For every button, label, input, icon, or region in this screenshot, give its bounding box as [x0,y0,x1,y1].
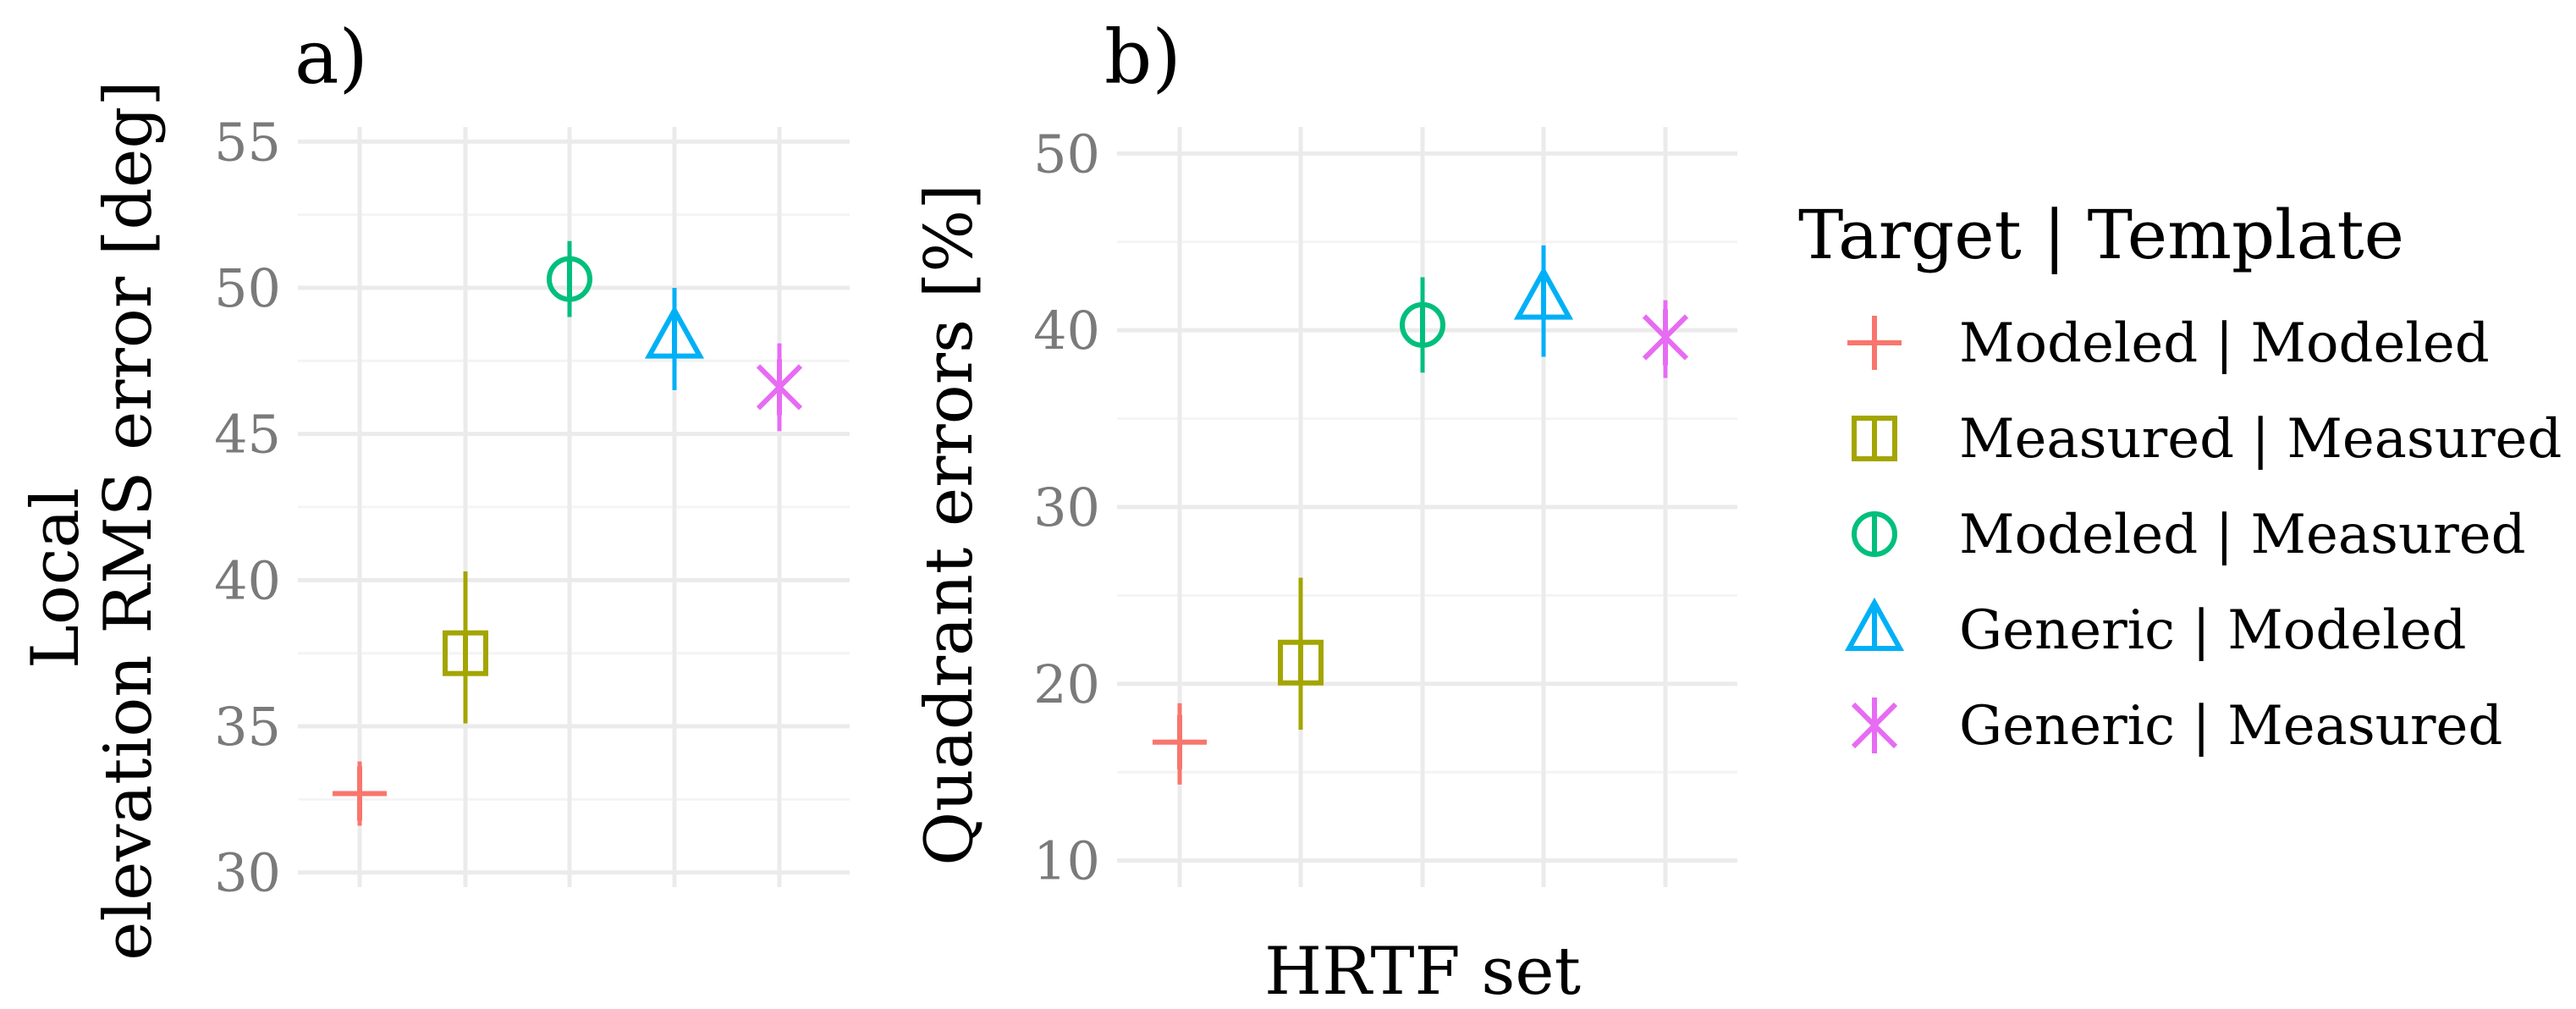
y-tick-label: 30 [1033,477,1100,538]
y-tick-label: 50 [1033,123,1100,185]
legend-key-icon [1851,697,1898,753]
panel-a-ylabel-line2: elevation RMS error [deg] [91,80,167,961]
legend-key-icon [1852,416,1897,461]
data-point [644,305,705,359]
panel-b: b) 10 20 30 40 50 Quadrant errors [%] HRTF s… [911,14,1737,1009]
legend-label: Generic | Measured [1959,695,2502,758]
panel-a-y-ticks: 30 35 40 45 50 55 [214,111,281,903]
data-point [1513,266,1574,320]
data-point [547,256,592,302]
data-point [1400,301,1445,348]
legend-title: Target | Template [1798,196,2404,274]
legend-label: Measured | Measured [1959,408,2562,471]
legend-label: Modeled | Modeled [1959,312,2490,375]
legend: Target | Template Modeled | Modeled Measu… [1798,196,2562,758]
panel-a-ylabel-line1: Local [18,488,94,669]
panel-b-label: b) [1104,14,1181,101]
y-tick-label: 20 [1033,653,1100,715]
legend-entries: Modeled | Modeled Measured | Measured Mode… [1844,312,2562,758]
data-point [443,630,488,676]
y-tick-label: 45 [214,404,281,466]
panel-a-points [333,256,803,821]
y-tick-label: 50 [214,257,281,319]
panel-b-y-ticks: 10 20 30 40 50 [1033,123,1100,891]
legend-key-icon [1844,597,1905,651]
panel-b-xlabel: HRTF set [1264,934,1581,1009]
panel-a-label: a) [294,14,368,101]
data-point [1642,309,1689,366]
panel-b-points [1153,266,1689,769]
data-point [333,766,387,821]
legend-label: Modeled | Measured [1959,504,2526,566]
data-point [1153,714,1207,769]
panel-b-grid [1117,127,1737,887]
panel-a: a) 30 35 40 45 50 55 Local elevation RMS erro… [18,14,850,961]
y-tick-label: 35 [214,696,281,758]
y-tick-label: 10 [1033,830,1100,892]
y-tick-label: 30 [214,842,281,904]
panel-b-ylabel: Quadrant errors [%] [911,184,988,866]
y-tick-label: 40 [214,549,281,611]
y-tick-label: 40 [1033,300,1100,361]
legend-label: Generic | Modeled [1959,599,2466,662]
data-point [1278,639,1324,686]
y-tick-label: 55 [214,111,281,173]
legend-key-icon [1852,511,1897,557]
panel-a-grid [298,127,850,887]
legend-key-icon [1847,316,1902,370]
data-point [756,359,803,416]
